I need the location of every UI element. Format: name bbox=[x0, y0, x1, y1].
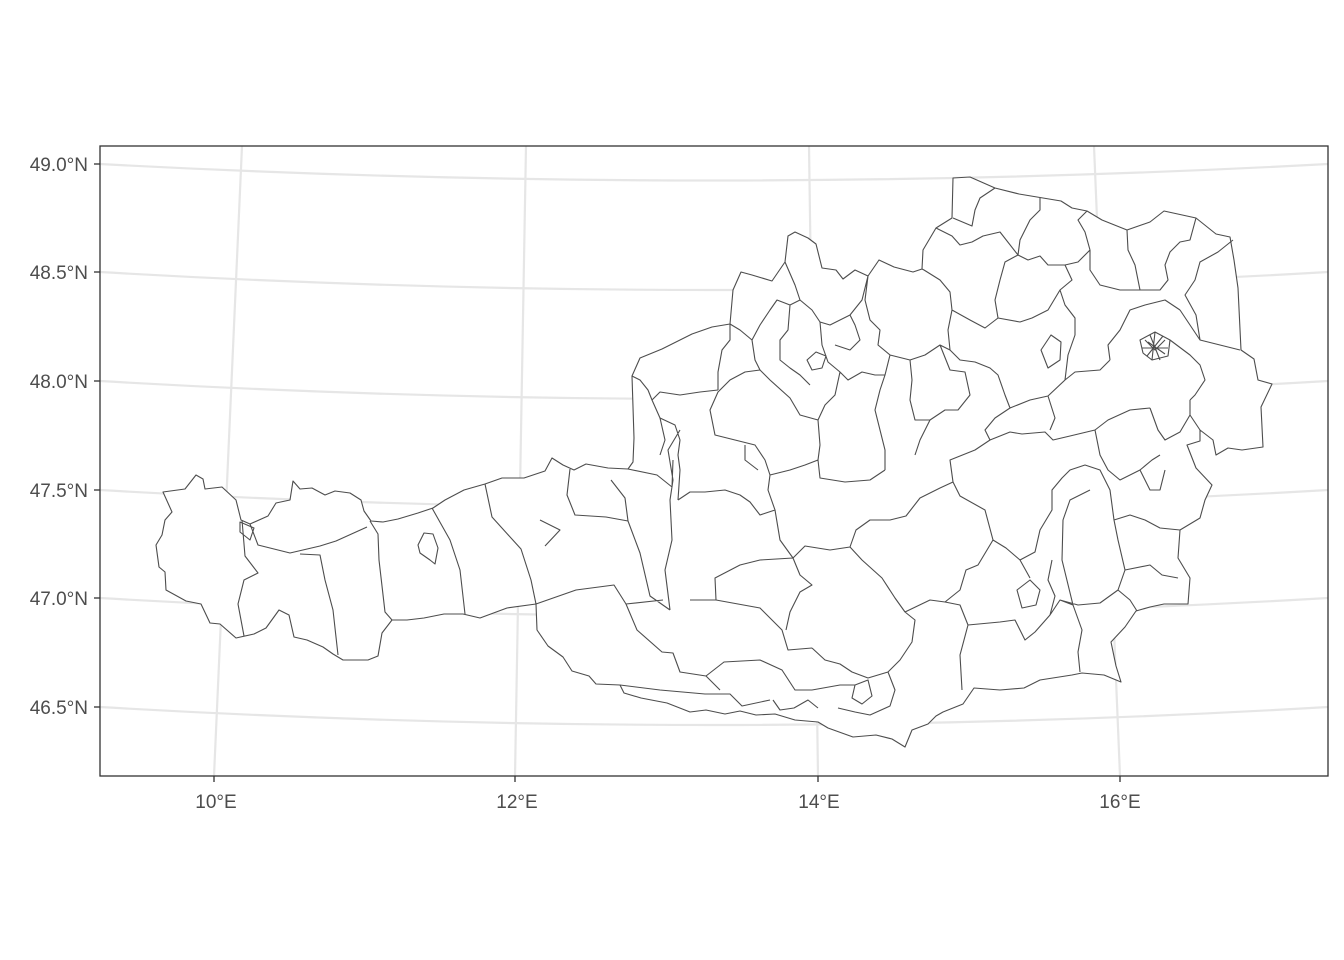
graticule-lon-12 bbox=[513, 146, 528, 776]
y-tick-label: 48.0°N bbox=[30, 372, 88, 393]
district-boundaries bbox=[237, 187, 1241, 716]
x-tick-label: 12°E bbox=[496, 792, 537, 813]
graticule-lat-49 bbox=[100, 162, 1328, 182]
district-enclave-3 bbox=[1040, 334, 1062, 369]
district-enclave-6 bbox=[851, 679, 873, 705]
graticule-lon-10 bbox=[212, 146, 244, 776]
panel-border bbox=[99, 145, 1329, 777]
austria-districts bbox=[155, 176, 1273, 748]
y-tick-label: 49.0°N bbox=[30, 155, 88, 176]
y-tick-label: 47.0°N bbox=[30, 589, 88, 610]
district-enclave-4 bbox=[1016, 579, 1041, 609]
y-tick-label: 46.5°N bbox=[30, 698, 88, 719]
y-tick-label: 47.5°N bbox=[30, 481, 88, 502]
graticule-lat-46-5 bbox=[100, 705, 1328, 727]
x-axis: 10°E 12°E 14°E 16°E bbox=[195, 776, 1141, 813]
x-tick-label: 10°E bbox=[195, 792, 236, 813]
vienna-districts bbox=[1142, 331, 1168, 361]
district-enclave-1 bbox=[417, 532, 439, 565]
y-axis: 49.0°N 48.5°N 48.0°N 47.5°N 47.0°N 46.5°… bbox=[30, 155, 100, 719]
x-tick-label: 16°E bbox=[1099, 792, 1140, 813]
district-enclave-2 bbox=[806, 351, 827, 371]
y-tick-label: 48.5°N bbox=[30, 263, 88, 284]
x-tick-label: 14°E bbox=[798, 792, 839, 813]
austria-outline bbox=[155, 176, 1273, 748]
